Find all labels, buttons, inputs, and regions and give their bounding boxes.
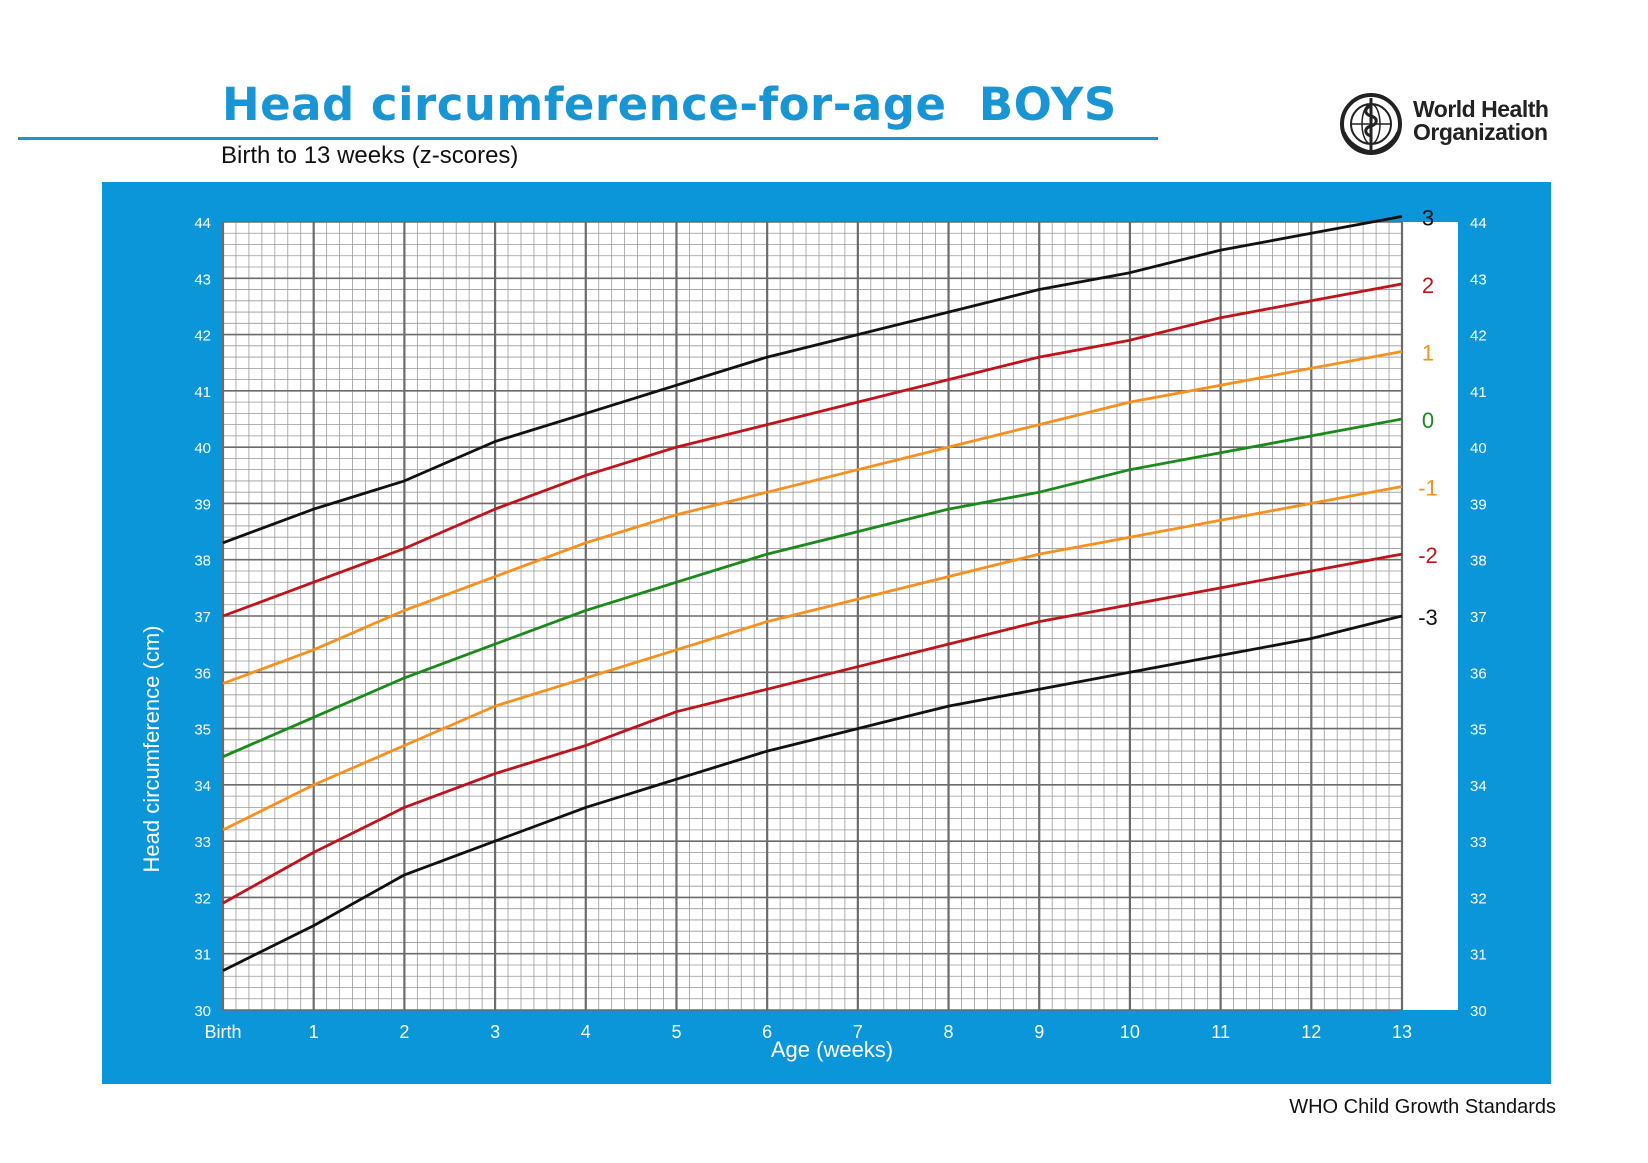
y-tick-label-right: 31: [1470, 947, 1487, 964]
x-tick-label: 7: [853, 1022, 863, 1042]
zscore-curve: [222, 614, 1403, 972]
zscore-curve: [222, 552, 1403, 905]
y-tick-label-left: 36: [194, 665, 211, 682]
y-tick-label-right: 40: [1470, 440, 1487, 457]
x-tick-label: 13: [1392, 1022, 1412, 1042]
y-tick-label-right: 32: [1470, 890, 1487, 907]
zscore-label: -3: [1418, 605, 1438, 630]
y-tick-label-right: 39: [1470, 496, 1487, 513]
org-name: World Health Organization: [1413, 96, 1549, 145]
y-tick-label-right: 43: [1470, 271, 1487, 288]
zscore-labels: 3 2 1 0 -1 -2 -3: [1418, 205, 1438, 630]
footer-credit: WHO Child Growth Standards: [1289, 1096, 1556, 1118]
y-tick-label-right: 44: [1470, 215, 1487, 232]
y-tick-label-right: 30: [1470, 1003, 1487, 1020]
who-emblem-icon: [1340, 93, 1402, 155]
y-tick-label-right: 34: [1470, 778, 1487, 795]
y-tick-label-left: 32: [194, 890, 211, 907]
y-tick-label-left: 34: [194, 778, 211, 795]
x-tick-label: 10: [1120, 1022, 1140, 1042]
y-tick-label-right: 37: [1470, 609, 1487, 626]
y-tick-label-left: 44: [194, 215, 211, 232]
zscore-label: -1: [1418, 476, 1438, 501]
y-tick-label-left: 42: [194, 328, 211, 345]
who-logo: World Health Organization: [1338, 92, 1566, 156]
y-tick-label-right: 33: [1470, 834, 1487, 851]
y-axis-title: Head circumference (cm): [139, 626, 164, 873]
zscore-curves: [222, 215, 1403, 972]
zscore-curve: [222, 485, 1403, 832]
page-subtitle: Birth to 13 weeks (z-scores): [221, 142, 519, 169]
x-tick-label: 6: [762, 1022, 772, 1042]
org-name-line1: World Health: [1413, 96, 1549, 122]
x-axis-title: Age (weeks): [771, 1037, 893, 1062]
x-tick-label: 1: [309, 1022, 319, 1042]
x-axis: Birth 1 2 3 4 5 6 7 8 9 10 11 12 13: [204, 1022, 1412, 1042]
x-tick-label: Birth: [204, 1022, 241, 1042]
x-tick-label: 12: [1301, 1022, 1321, 1042]
zscore-label: -2: [1418, 543, 1438, 568]
x-tick-label: 9: [1034, 1022, 1044, 1042]
zscore-curve: [222, 350, 1403, 685]
chart-panel: 30 31 32 33 34 35 36 37 38 39 40 41 42 43 44 30 31 32 33 3…: [102, 182, 1551, 1084]
x-tick-label: 3: [490, 1022, 500, 1042]
zscore-curve: [222, 215, 1403, 545]
zscore-label: 3: [1422, 205, 1434, 230]
y-tick-label-left: 41: [194, 384, 211, 401]
page-title: Head circumference-for-age BOYS: [222, 78, 1117, 131]
y-tick-label-left: 39: [194, 496, 211, 513]
x-tick-label: 8: [944, 1022, 954, 1042]
org-name-line2: Organization: [1413, 119, 1548, 145]
y-tick-label-left: 37: [194, 609, 211, 626]
zscore-label: 0: [1422, 408, 1434, 433]
y-tick-label-left: 40: [194, 440, 211, 457]
y-tick-label-right: 35: [1470, 722, 1487, 739]
x-tick-label: 4: [581, 1022, 591, 1042]
y-tick-label-right: 41: [1470, 384, 1487, 401]
zscore-label: 1: [1422, 340, 1434, 365]
y-tick-label-left: 31: [194, 947, 211, 964]
y-tick-label-left: 33: [194, 834, 211, 851]
title-underline: [18, 137, 1158, 140]
x-tick-label: 5: [671, 1022, 681, 1042]
y-tick-label-left: 35: [194, 722, 211, 739]
y-tick-label-right: 38: [1470, 553, 1487, 570]
y-tick-label-left: 38: [194, 553, 211, 570]
y-tick-label-left: 30: [194, 1003, 211, 1020]
zscore-curve: [222, 282, 1403, 618]
y-tick-label-right: 42: [1470, 328, 1487, 345]
y-tick-label-left: 43: [194, 271, 211, 288]
y-tick-label-right: 36: [1470, 665, 1487, 682]
zscore-label: 2: [1422, 273, 1434, 298]
zscore-curve: [222, 417, 1403, 758]
y-axis-right: 30 31 32 33 34 35 36 37 38 39 40 41 42 43 44: [1470, 215, 1487, 1020]
y-axis-left: 30 31 32 33 34 35 36 37 38 39 40 41 42 43 44: [194, 215, 211, 1020]
x-tick-label: 2: [399, 1022, 409, 1042]
x-tick-label: 11: [1211, 1022, 1230, 1042]
